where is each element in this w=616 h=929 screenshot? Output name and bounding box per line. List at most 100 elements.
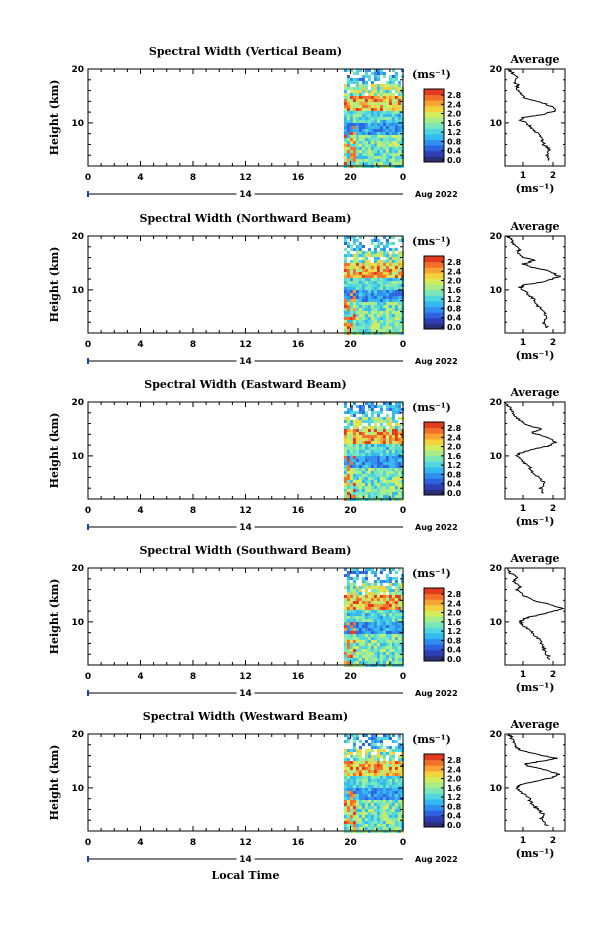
colorbar-swatch — [424, 261, 444, 268]
date-label: Aug 2022 — [415, 190, 458, 199]
y-axis-label: Height (km) — [48, 247, 61, 323]
average-x-label: (ms⁻¹) — [516, 182, 555, 195]
colorbar-swatch — [424, 312, 444, 319]
average-y-tick-label: 10 — [489, 784, 502, 794]
x-axis: 0 4 8 12 16 20 0 — [85, 69, 406, 183]
colorbar-tick-label: 0.8 — [447, 137, 462, 146]
y-tick-label: 10 — [71, 452, 84, 462]
colorbar-unit-label: (ms⁻¹) — [412, 68, 451, 81]
average-x-tick-label: 2 — [550, 836, 556, 846]
colorbar-swatch — [424, 267, 444, 274]
panel-2: Spectral Width (Eastward Beam)1020Height… — [48, 378, 566, 533]
panel-0: Spectral Width (Vertical Beam)1020Height… — [48, 45, 566, 200]
x-tick-label: 0 — [400, 506, 406, 516]
colorbar-tick-label: 1.2 — [447, 128, 461, 137]
colorbar-swatch — [424, 754, 444, 761]
colorbar-tick-label: 0.8 — [447, 802, 462, 811]
x-tick-label: 16 — [292, 838, 305, 848]
colorbar-frame — [423, 255, 445, 330]
colorbar-tick-label: 1.6 — [447, 618, 462, 627]
colorbar-swatch — [424, 793, 444, 800]
average-x-label: (ms⁻¹) — [516, 349, 555, 362]
average-panel: Average 10 20 1 2(ms⁻¹) — [489, 552, 566, 694]
colorbar-swatch — [424, 776, 444, 783]
average-profile-line — [505, 235, 561, 329]
colorbar-unit-label: (ms⁻¹) — [412, 567, 451, 580]
colorbar-swatch — [424, 438, 444, 445]
y-tick-label: 20 — [71, 730, 84, 740]
y-axis-label: Height (km) — [48, 80, 61, 156]
colorbar-swatch — [424, 284, 444, 291]
colorbar-tick-label: 1.2 — [447, 627, 461, 636]
colorbar-tick-label: 1.6 — [447, 784, 462, 793]
x-tick-label: 0 — [85, 340, 91, 350]
y-tick-label: 20 — [71, 232, 84, 242]
colorbar-tick-label: 0.0 — [447, 821, 462, 830]
average-y-tick-label: 20 — [489, 65, 502, 75]
colorbar-tick-label: 2.4 — [447, 599, 462, 608]
x-tick-label: 16 — [292, 672, 305, 682]
colorbar-swatch — [424, 821, 444, 828]
colorbar-swatch — [424, 433, 444, 440]
colorbar-tick-label: 2.8 — [447, 756, 462, 765]
colorbar-tick-label: 1.6 — [447, 119, 462, 128]
colorbar-tick-label: 1.2 — [447, 793, 461, 802]
x-tick-label: 20 — [344, 506, 357, 516]
colorbar-frame — [423, 421, 445, 496]
panel-title: Spectral Width (Eastward Beam) — [144, 378, 346, 391]
colorbar-swatch — [424, 295, 444, 302]
y-axis-label: Height (km) — [48, 413, 61, 489]
x-tick-label: 8 — [190, 173, 196, 183]
x-tick-label: 0 — [85, 672, 91, 682]
y-axis: 10 20 — [71, 564, 403, 666]
day-label: 14 — [239, 689, 252, 699]
colorbar-tick-label: 2.4 — [447, 267, 462, 276]
x-tick-label: 12 — [239, 340, 252, 350]
x-tick-label: 20 — [344, 838, 357, 848]
average-title: Average — [509, 220, 559, 233]
average-title: Average — [509, 53, 559, 66]
colorbar-swatch — [424, 306, 444, 313]
heatmap-cells — [343, 402, 404, 501]
x-tick-label: 4 — [137, 173, 143, 183]
colorbar-swatch — [424, 588, 444, 595]
y-tick-label: 20 — [71, 65, 84, 75]
x-tick-label: 12 — [239, 173, 252, 183]
average-x-tick-label: 2 — [550, 504, 556, 514]
x-axis: 0 4 8 12 16 20 0 — [85, 734, 406, 848]
x-tick-label: 4 — [137, 506, 143, 516]
colorbar-tick-label: 0.8 — [447, 636, 462, 645]
colorbar: 2.82.42.01.61.20.80.40.0 — [423, 88, 462, 165]
average-x-tick-label: 2 — [550, 171, 556, 181]
heatmap-cells — [343, 236, 404, 335]
colorbar-tick-label: 2.4 — [447, 100, 462, 109]
x-tick-label: 4 — [137, 340, 143, 350]
average-profile-line — [507, 69, 557, 161]
colorbar-swatch — [424, 117, 444, 124]
colorbar-swatch — [424, 815, 444, 822]
x-tick-label: 0 — [400, 340, 406, 350]
x-tick-label: 0 — [85, 173, 91, 183]
colorbar-swatch — [424, 655, 444, 662]
colorbar-tick-label: 1.6 — [447, 452, 462, 461]
average-panel: Average 10 20 1 2(ms⁻¹) — [489, 220, 566, 362]
x-tick-label: 20 — [344, 340, 357, 350]
colorbar-swatch — [424, 111, 444, 118]
y-axis: 10 20 — [71, 65, 403, 167]
x-tick-label: 12 — [239, 838, 252, 848]
colorbar: 2.82.42.01.61.20.80.40.0 — [423, 421, 462, 498]
x-axis: 0 4 8 12 16 20 0 — [85, 568, 406, 682]
colorbar-swatch — [424, 128, 444, 135]
y-tick-label: 20 — [71, 398, 84, 408]
average-profile-line — [503, 401, 557, 494]
y-axis: 10 20 — [71, 398, 403, 500]
panel-title: Spectral Width (Southward Beam) — [139, 544, 351, 557]
colorbar-tick-label: 0.4 — [447, 812, 462, 821]
colorbar-swatch — [424, 787, 444, 794]
x-tick-label: 16 — [292, 506, 305, 516]
colorbar-frame — [423, 753, 445, 828]
colorbar-tick-label: 2.0 — [447, 110, 462, 119]
x-tick-label: 16 — [292, 340, 305, 350]
date-label: Aug 2022 — [415, 357, 458, 366]
